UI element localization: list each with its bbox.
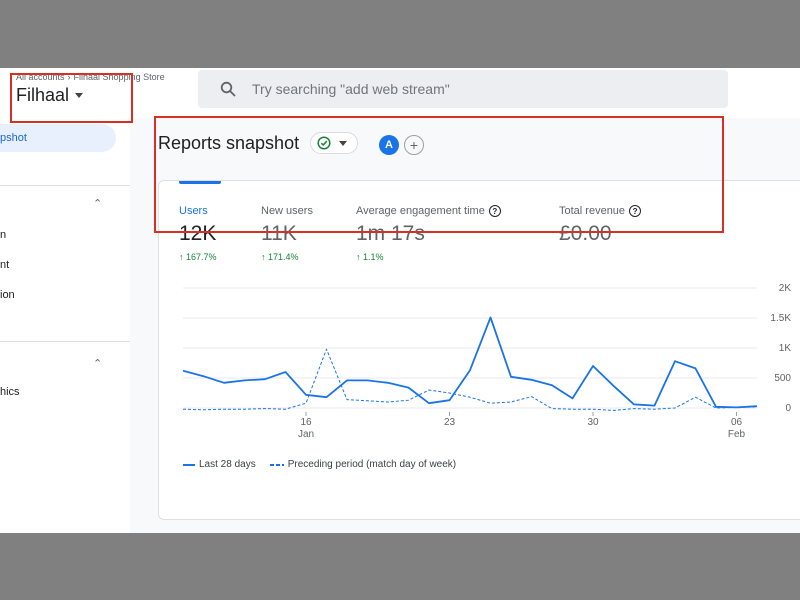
series-line-preceding-period (182, 348, 758, 411)
y-tick-label: 2K (779, 283, 792, 294)
metric-label: Total revenue (559, 205, 626, 217)
metric-delta-value: 167.7% (186, 252, 217, 262)
sidebar-item-4[interactable]: hics (0, 386, 20, 398)
sidebar-item-3[interactable]: ion (0, 289, 15, 301)
search-placeholder: Try searching "add web stream" (252, 81, 450, 97)
metric-new-users[interactable]: New users 11K ↑ 171.4% (261, 205, 313, 262)
arrow-up-icon: ↑ (261, 252, 266, 262)
legend-label: Last 28 days (199, 459, 256, 470)
legend-item-last-28-days[interactable]: Last 28 days (183, 459, 256, 470)
property-selector[interactable]: Filhaal (16, 85, 84, 106)
sidebar-item-2[interactable]: nt (0, 259, 10, 271)
property-name: Filhaal (16, 85, 70, 105)
y-tick-label: 1K (779, 343, 792, 354)
metric-total-revenue[interactable]: Total revenue? £0.00 (559, 205, 642, 246)
analytics-window: All accounts › Filhaal Shopping Store Fi… (0, 68, 800, 533)
x-tick-label: 06 (731, 417, 743, 428)
x-tick-label: 23 (444, 417, 456, 428)
metric-label: New users (261, 205, 313, 217)
legend-item-preceding-period[interactable]: Preceding period (match day of week) (269, 459, 457, 470)
x-tick-month-label: Jan (298, 429, 314, 440)
metric-label: Users (179, 205, 208, 217)
y-tick-label: 500 (774, 373, 791, 384)
avatar[interactable]: A (379, 135, 399, 155)
tab-indicator (179, 181, 221, 184)
x-tick-label: 30 (587, 417, 599, 428)
chevron-up-icon[interactable]: ⌃ (93, 358, 103, 370)
dropdown-caret-icon (339, 140, 347, 146)
metric-avg-engagement-time[interactable]: Average engagement time? 1m 17s ↑ 1.1% (356, 205, 501, 262)
highlight-box-account (10, 73, 133, 123)
sidebar-item-1[interactable]: n (0, 229, 7, 241)
breadcrumb-separator: › (67, 72, 71, 82)
metric-delta: ↑ 167.7% (179, 252, 217, 262)
metric-delta-value: 171.4% (268, 252, 299, 262)
breadcrumb: All accounts › Filhaal Shopping Store (16, 72, 165, 82)
y-tick-label: 0 (785, 403, 791, 414)
metric-label: Average engagement time (356, 205, 485, 217)
metric-delta-value: 1.1% (363, 252, 384, 262)
y-tick-label: 1.5K (770, 313, 791, 324)
top-bar: All accounts › Filhaal Shopping Store Fi… (0, 68, 800, 118)
series-line-last-28-days (182, 316, 758, 409)
sidebar-item-label: pshot (0, 132, 27, 144)
search-icon (220, 81, 236, 97)
page-title: Reports snapshot (158, 133, 300, 153)
main-content: Reports snapshot A + Users 12K ↑ 167.7% … (130, 118, 800, 533)
search-bar[interactable]: Try searching "add web stream" (198, 70, 728, 108)
metric-delta: ↑ 1.1% (356, 252, 501, 262)
help-icon[interactable]: ? (629, 205, 642, 217)
chart-legend: Last 28 days Preceding period (match day… (183, 459, 456, 470)
dashed-line-swatch-icon (269, 463, 284, 466)
sidebar: pshot ⌃ n nt ion ⌃ hics (0, 118, 130, 533)
chevron-up-icon[interactable]: ⌃ (93, 198, 103, 210)
sidebar-item-reports-snapshot[interactable]: pshot (0, 124, 116, 152)
add-comparison-button[interactable]: + (404, 135, 424, 155)
overview-card: Users 12K ↑ 167.7% New users 11K ↑ 171.4… (158, 180, 800, 520)
highlight-box-metrics (154, 116, 724, 233)
arrow-up-icon: ↑ (356, 252, 361, 262)
metric-value: £0.00 (559, 222, 612, 245)
dropdown-caret-icon (75, 93, 84, 98)
metric-users[interactable]: Users 12K ↑ 167.7% (179, 205, 217, 262)
sidebar-divider (0, 341, 130, 342)
solid-line-swatch-icon (183, 463, 195, 466)
breadcrumb-account[interactable]: Filhaal Shopping Store (73, 72, 165, 82)
x-tick-label: 16 (300, 417, 312, 428)
metric-value: 12K (179, 222, 217, 245)
metric-value: 1m 17s (356, 222, 425, 245)
metric-value: 11K (261, 222, 297, 245)
metric-delta: ↑ 171.4% (261, 252, 313, 262)
help-icon[interactable]: ? (488, 205, 501, 217)
arrow-up-icon: ↑ (179, 252, 184, 262)
sidebar-divider (0, 185, 130, 186)
check-circle-icon (317, 136, 331, 150)
status-chip[interactable] (310, 132, 358, 154)
x-tick-month-label: Feb (728, 429, 746, 440)
breadcrumb-all-accounts[interactable]: All accounts (16, 72, 65, 82)
legend-label: Preceding period (match day of week) (287, 459, 457, 470)
